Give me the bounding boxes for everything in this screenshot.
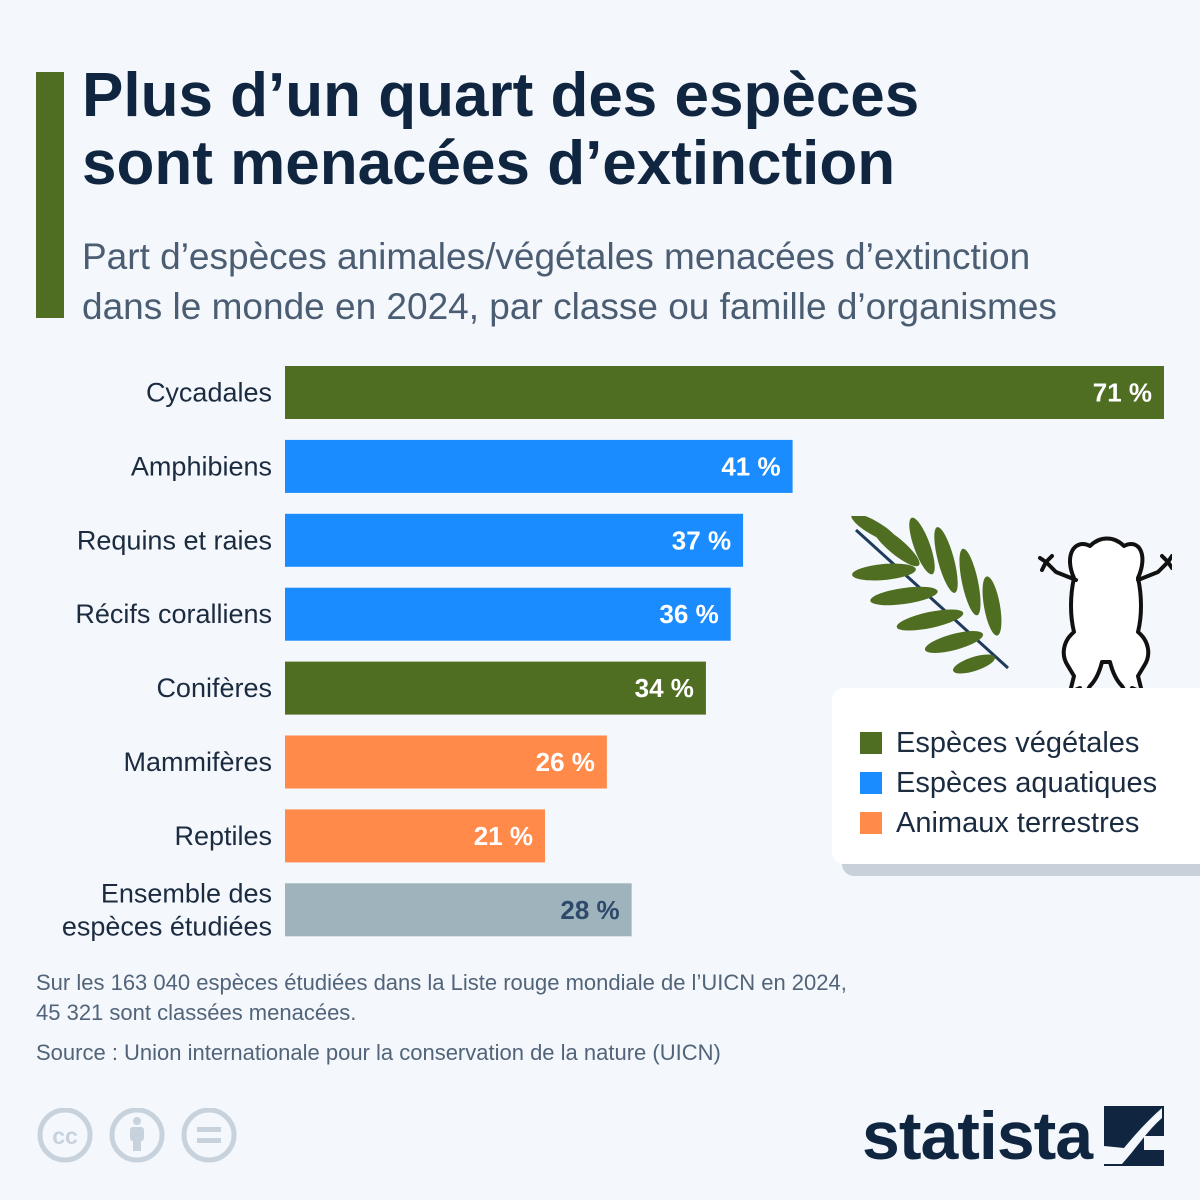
bar-2 xyxy=(285,439,793,493)
subtitle-line-2: dans le monde en 2024, par classe ou fam… xyxy=(82,286,1057,327)
accent-bar xyxy=(36,72,64,318)
legend-label: Espèces aquatiques xyxy=(896,766,1158,799)
footnote-line-1: Sur les 163 040 espèces étudiées dans la… xyxy=(36,970,847,995)
legend: Espèces végétales Espèces aquatiques Ani… xyxy=(832,688,1200,864)
category-label: Récifs coralliens xyxy=(75,599,272,629)
footnote: Sur les 163 040 espèces étudiées dans la… xyxy=(36,968,1036,1028)
bar-value-label: 71 % xyxy=(1093,378,1152,408)
category-label: Requins et raies xyxy=(77,525,272,555)
category-label: Reptiles xyxy=(174,821,272,851)
category-label: Ensemble des xyxy=(101,878,272,908)
bar-1 xyxy=(285,366,1164,419)
page-subtitle: Part d’espèces animales/végétales menacé… xyxy=(82,232,1182,332)
bar-value-label: 34 % xyxy=(635,673,694,703)
bar-chart: 71 % Cycadales 41 % Amphibiens 37 % Requins e… xyxy=(62,366,1164,941)
legend-item-aquatique: Espèces aquatiques xyxy=(860,766,1158,799)
bar-3 xyxy=(285,513,744,567)
bar-value-label: 36 % xyxy=(659,599,718,629)
statista-logo-icon xyxy=(1104,1106,1164,1166)
category-label: Mammifères xyxy=(123,747,272,777)
bar-8 xyxy=(285,883,632,937)
title-line-1: Plus d’un quart des espèces xyxy=(82,61,920,130)
title-line-2: sont menacées d’extinction xyxy=(82,129,896,198)
legend-swatch-terrestre xyxy=(860,812,882,834)
category-label: Cycadales xyxy=(146,378,272,408)
leaf-icon xyxy=(851,516,1010,674)
attribution-icon[interactable] xyxy=(109,1108,165,1163)
statista-logo-text: statista xyxy=(862,1098,1093,1174)
bar-value-label: 37 % xyxy=(672,525,731,555)
legend-label: Animaux terrestres xyxy=(896,806,1140,839)
illustration xyxy=(851,516,1172,698)
legend-swatch-vegetal xyxy=(860,732,882,754)
bar-value-label: 28 % xyxy=(560,895,619,925)
legend-item-terrestre: Animaux terrestres xyxy=(860,806,1140,839)
legend-item-vegetal: Espèces végétales xyxy=(860,726,1140,759)
license-icons[interactable]: cc xyxy=(36,1108,246,1168)
bar-value-label: 26 % xyxy=(536,747,595,777)
category-label: Amphibiens xyxy=(131,451,272,481)
source-note: Source : Union internationale pour la co… xyxy=(36,1040,721,1065)
page-title: Plus d’un quart des espèces sont menacée… xyxy=(82,62,1162,198)
bar-6 xyxy=(285,735,607,789)
bar-value-label: 41 % xyxy=(721,451,780,481)
bar-5 xyxy=(285,661,706,715)
cc-icon[interactable]: cc xyxy=(37,1108,93,1163)
category-label: Conifères xyxy=(156,673,272,703)
frog-icon xyxy=(1038,536,1172,698)
legend-swatch-aquatique xyxy=(860,772,882,794)
legend-label: Espèces végétales xyxy=(896,726,1140,759)
category-label: espèces étudiées xyxy=(62,911,272,941)
bar-value-label: 21 % xyxy=(474,821,533,851)
footnote-line-2: 45 321 sont classées menacées. xyxy=(36,1000,357,1025)
no-derivatives-icon[interactable] xyxy=(181,1108,237,1163)
bar-7 xyxy=(285,809,545,863)
subtitle-line-1: Part d’espèces animales/végétales menacé… xyxy=(82,236,1031,277)
svg-text:cc: cc xyxy=(52,1123,78,1149)
bar-4 xyxy=(285,587,731,641)
